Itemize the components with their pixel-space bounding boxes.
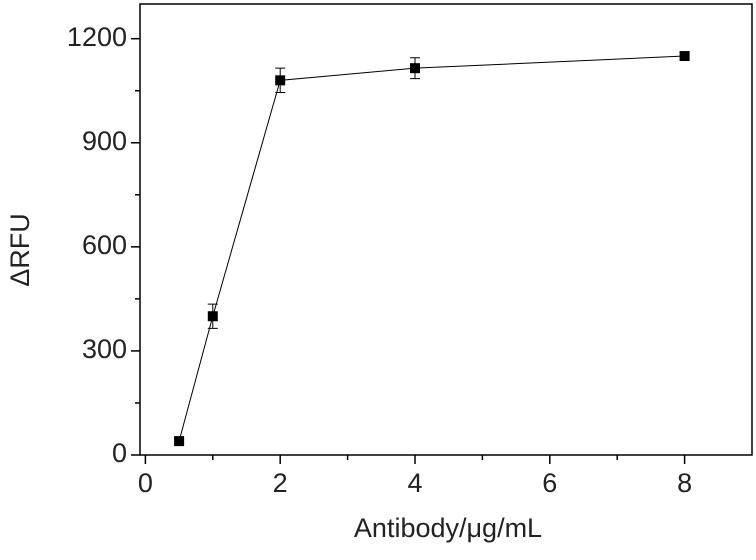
y-tick-label: 0 — [112, 438, 127, 468]
data-point — [174, 436, 185, 447]
y-tick-label: 1200 — [67, 22, 127, 52]
series-line — [178, 55, 685, 442]
data-point — [275, 75, 286, 86]
x-tick-label: 6 — [542, 468, 557, 498]
data-point — [409, 63, 420, 74]
x-tick-label: 0 — [138, 468, 153, 498]
x-tick-label: 4 — [407, 468, 422, 498]
x-tick-label: 2 — [273, 468, 288, 498]
x-axis-label: Antibody/μg/mL — [354, 513, 542, 543]
y-tick-label: 300 — [82, 334, 127, 364]
x-tick-label: 8 — [677, 468, 692, 498]
data-point — [207, 311, 218, 322]
plot-frame — [139, 3, 753, 456]
y-axis-label: ΔRFU — [5, 213, 35, 287]
y-tick-label: 600 — [82, 230, 127, 260]
data-point — [679, 51, 690, 62]
y-tick-label: 900 — [82, 126, 127, 156]
